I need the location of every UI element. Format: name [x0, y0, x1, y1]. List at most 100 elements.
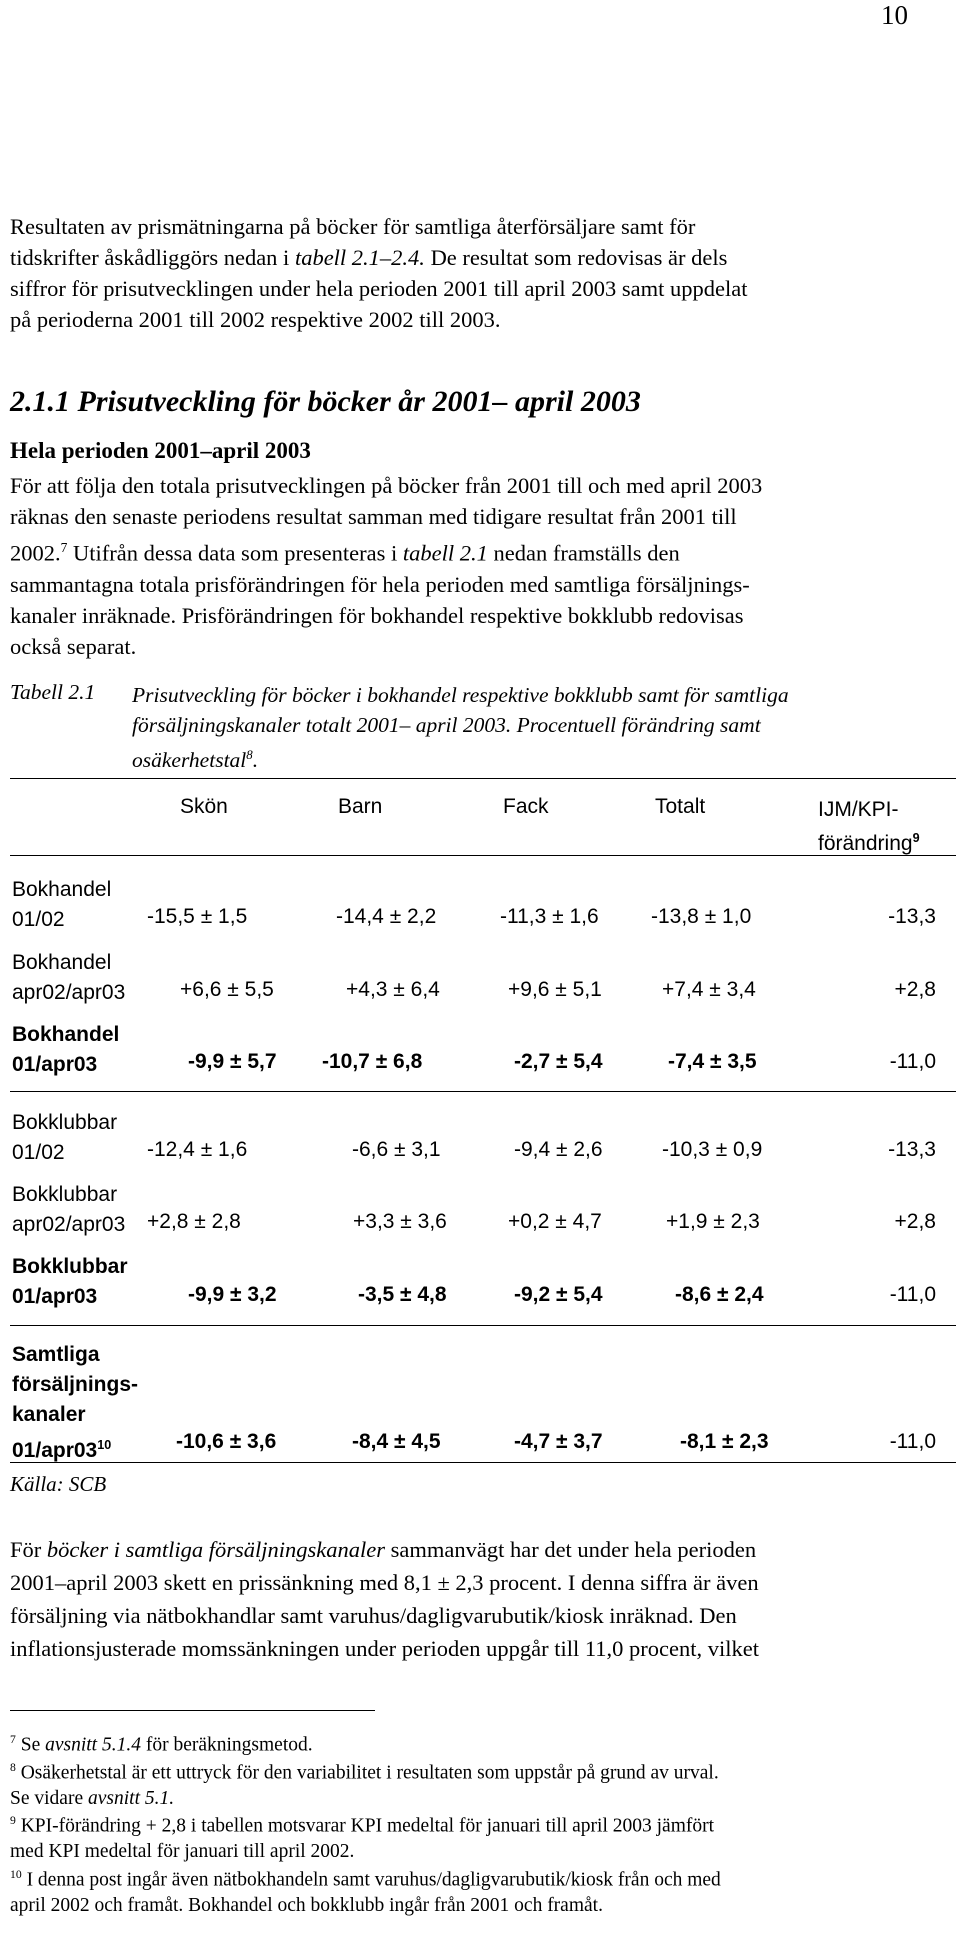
table-cell: -13,3 — [888, 1138, 936, 1161]
table-reference: tabell 2.1 — [402, 540, 488, 566]
conclusion-paragraph: För böcker i samtliga försäljningskanale… — [10, 1533, 940, 1665]
column-header-fack: Fack — [503, 795, 549, 818]
table-caption: Prisutveckling för böcker i bokhandel re… — [132, 680, 942, 775]
table-cell: +7,4 ± 3,4 — [662, 978, 756, 1001]
section-text: nedan framställs den — [487, 540, 680, 566]
footnote-text: I denna post ingår även nätbokhandeln sa… — [26, 1869, 721, 1891]
table-cell: -8,1 ± 2,3 — [680, 1430, 769, 1453]
conclusion-line: 2001–april 2003 skett en prissänkning me… — [10, 1570, 759, 1595]
intro-text: tidskrifter åskådliggörs nedan i — [10, 245, 295, 270]
row-label: Bokhandel 01/02 — [12, 875, 111, 935]
caption-text: . — [252, 748, 259, 773]
intro-line: Resultaten av prismätningarna på böcker … — [10, 214, 696, 239]
row-label-line: Bokklubbar — [12, 1111, 118, 1134]
table-cell: -8,6 ± 2,4 — [675, 1283, 764, 1306]
kpi-header-line: förändring9 — [818, 824, 920, 858]
table-cell: +6,6 ± 5,5 — [180, 978, 274, 1001]
footnote-separator — [10, 1710, 375, 1711]
kpi-header-text: förändring — [818, 832, 913, 855]
footnote-number: 8 — [10, 1761, 16, 1774]
row-label: Bokhandel apr02/apr03 — [12, 948, 125, 1008]
conclusion-line: försäljning via nätbokhandlar samt varuh… — [10, 1603, 737, 1628]
footnote-7: 7 Se avsnitt 5.1.4 för beräkningsmetod. — [10, 1727, 945, 1758]
intro-line: på perioderna 2001 till 2002 respektive … — [10, 307, 501, 332]
table-cell: +4,3 ± 6,4 — [346, 978, 440, 1001]
section-reference: avsnitt 5.1. — [87, 1787, 175, 1809]
table-cell: +2,8 ± 2,8 — [147, 1210, 241, 1233]
footnote-ref: 9 — [912, 831, 920, 845]
table-cell: -11,0 — [889, 1050, 936, 1073]
footnote-ref: 7 — [60, 540, 68, 555]
table-cell: +3,3 ± 3,6 — [353, 1210, 447, 1233]
row-label-line: Bokklubbar — [12, 1255, 128, 1278]
table-cell: -13,3 — [888, 905, 936, 928]
table-cell: -9,9 ± 5,7 — [188, 1050, 277, 1073]
conclusion-text: sammanvägt har det under hela perioden — [385, 1537, 757, 1562]
row-label-text: 01/apr03 — [12, 1439, 98, 1462]
conclusion-line: För böcker i samtliga försäljningskanale… — [10, 1533, 940, 1566]
row-label-line: 01/apr0310 — [12, 1430, 138, 1466]
row-label-line: Bokklubbar — [12, 1183, 118, 1206]
table-cell: -9,2 ± 5,4 — [514, 1283, 603, 1306]
row-label-line: 01/02 — [12, 908, 65, 931]
footnote-ref: 10 — [97, 1438, 112, 1452]
table-cell: +9,6 ± 5,1 — [508, 978, 602, 1001]
conclusion-text: För — [10, 1537, 47, 1562]
table-cell: -8,4 ± 4,5 — [352, 1430, 441, 1453]
table-cell: -12,4 ± 1,6 — [147, 1138, 248, 1161]
table-cell: +2,8 — [894, 978, 936, 1001]
row-label: Bokklubbar apr02/apr03 — [12, 1180, 125, 1240]
table-cell: -6,6 ± 3,1 — [352, 1138, 441, 1161]
table-header-rule — [10, 855, 956, 856]
footnote-text: Se — [20, 1734, 46, 1756]
footnote-line: 9 KPI-förändring + 2,8 i tabellen motsva… — [10, 1808, 945, 1839]
table-group-rule — [10, 1325, 956, 1326]
caption-line: osäkerhetstal8. — [132, 740, 942, 775]
row-label-line: Bokhandel — [12, 1023, 120, 1046]
table-cell: -10,6 ± 3,6 — [176, 1430, 277, 1453]
table-cell: -10,7 ± 6,8 — [322, 1050, 423, 1073]
row-label-line: 01/apr03 — [12, 1285, 98, 1308]
row-label: Samtliga försäljnings- kanaler 01/apr031… — [12, 1340, 138, 1466]
table-source: Källa: SCB — [10, 1472, 107, 1496]
row-label-line: Samtliga — [12, 1343, 100, 1366]
row-label-line: Bokhandel — [12, 951, 112, 974]
section-line: För att följa den totala prisutvecklinge… — [10, 473, 763, 498]
table-cell: -11,3 ± 1,6 — [500, 905, 599, 928]
footnote-line: 10 I denna post ingår även nätbokhandeln… — [10, 1862, 945, 1893]
emphasis-text: böcker i samtliga försäljningskanaler — [46, 1537, 385, 1562]
footnote-number: 9 — [10, 1814, 16, 1827]
table-cell: -15,5 ± 1,5 — [147, 905, 248, 928]
footnote-line: med KPI medeltal för januari till april … — [10, 1840, 355, 1862]
footnote-line: april 2002 och framåt. Bokhandel och bok… — [10, 1894, 603, 1916]
table-bottom-rule — [10, 1462, 956, 1463]
intro-line: tidskrifter åskådliggörs nedan i tabell … — [10, 242, 940, 273]
row-label: Bokklubbar 01/apr03 — [12, 1252, 128, 1312]
intro-line: siffror för prisutvecklingen under hela … — [10, 276, 748, 301]
row-label: Bokklubbar 01/02 — [12, 1108, 117, 1168]
row-label-line: kanaler — [12, 1403, 86, 1426]
table-caption-label: Tabell 2.1 — [10, 680, 96, 704]
table-cell: -3,5 ± 4,8 — [358, 1283, 447, 1306]
table-group-rule — [10, 1091, 956, 1092]
caption-line: försäljningskanaler totalt 2001– april 2… — [132, 713, 761, 737]
section-text: 2002. — [10, 540, 61, 566]
intro-paragraph: Resultaten av prismätningarna på böcker … — [10, 211, 940, 335]
table-reference: tabell 2.1–2.4. — [294, 245, 425, 270]
table-cell: -9,4 ± 2,6 — [514, 1138, 603, 1161]
footnote-9: 9 KPI-förändring + 2,8 i tabellen motsva… — [10, 1808, 945, 1864]
row-label-line: 01/apr03 — [12, 1053, 98, 1076]
row-label-line: Bokhandel — [12, 878, 112, 901]
footnote-10: 10 I denna post ingår även nätbokhandeln… — [10, 1862, 945, 1918]
footnote-text: Se vidare — [10, 1787, 88, 1809]
subsection-title: Hela perioden 2001–april 2003 — [10, 438, 311, 463]
column-header-totalt: Totalt — [655, 795, 706, 818]
row-label-line: apr02/apr03 — [12, 981, 126, 1004]
footnote-text: Osäkerhetstal är ett uttryck för den var… — [20, 1762, 719, 1784]
row-label-line: försäljnings- — [12, 1373, 139, 1396]
footnote-line: 8 Osäkerhetstal är ett uttryck för den v… — [10, 1755, 945, 1786]
table-cell: -7,4 ± 3,5 — [668, 1050, 757, 1073]
section-paragraph: För att följa den totala prisutvecklinge… — [10, 470, 940, 662]
footnote-text: för beräkningsmetod. — [140, 1734, 313, 1756]
table-cell: -2,7 ± 5,4 — [514, 1050, 603, 1073]
